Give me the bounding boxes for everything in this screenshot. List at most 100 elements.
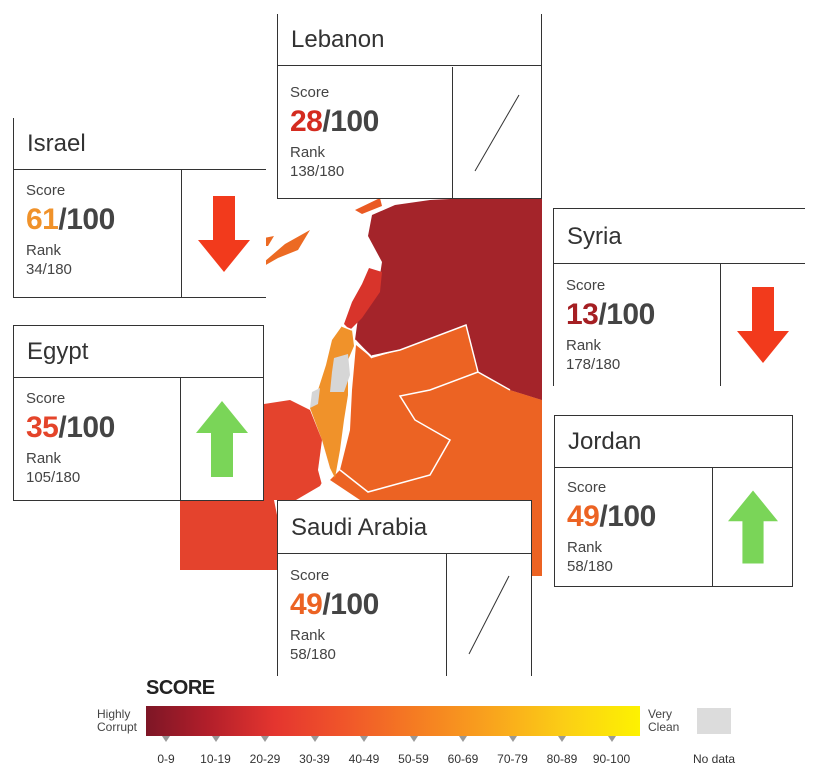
score-value: 49/100 (567, 499, 656, 535)
score-number: 49 (567, 500, 600, 533)
country-card-jordan[interactable]: Jordan Score 49/100 Rank 58/180 (554, 415, 793, 587)
region-cyprus (264, 230, 310, 266)
map-borders (339, 324, 511, 493)
rank-label: Rank (26, 242, 62, 259)
legend-high-line2: Clean (648, 720, 680, 734)
country-card-egypt[interactable]: Egypt Score 35/100 Rank 105/180 (13, 325, 264, 501)
rank-value: 105/180 (26, 469, 81, 486)
score-number: 35 (26, 411, 59, 444)
legend-range-label: 90-100 (592, 752, 631, 766)
country-card-saudi-arabia[interactable]: Saudi Arabia Score 49/100 Rank 58/180 (277, 500, 532, 676)
legend-high-line1: Very (648, 707, 673, 721)
legend-high-label: Very Clean (648, 708, 679, 734)
legend-tick (211, 736, 220, 742)
rank-label: Rank (567, 539, 603, 556)
legend-range-label: 80-89 (546, 752, 578, 766)
rank-label: Rank (566, 337, 602, 354)
legend-range-label: 60-69 (447, 752, 479, 766)
score-label: Score (566, 277, 606, 294)
score-value: 13/100 (566, 297, 655, 333)
region-cyprus-small (264, 236, 274, 246)
legend-title: SCORE (146, 677, 215, 699)
score-value: 28/100 (290, 104, 379, 140)
country-name: Lebanon (278, 14, 541, 66)
score-label: Score (26, 182, 66, 199)
no-change-slash-icon (468, 575, 510, 655)
region-turkey-edge (355, 198, 382, 214)
legend-tick (409, 736, 418, 742)
region-egypt (264, 400, 330, 500)
legend-range-label: 30-39 (299, 752, 330, 766)
country-card-israel[interactable]: Israel Score 61/100 Rank 34/180 (13, 118, 266, 298)
region-gaza (310, 388, 320, 408)
country-stats: Score 13/100 Rank 178/180 (566, 277, 655, 375)
trend-down-arrow-icon (198, 195, 250, 272)
legend-range-label: 50-59 (398, 752, 429, 766)
region-egypt-south (180, 500, 280, 570)
legend-range-label: 40-49 (348, 752, 380, 766)
score-value: 35/100 (26, 410, 115, 446)
region-west-bank (330, 354, 350, 392)
rank-value: 34/180 (26, 261, 72, 278)
legend-low-label: Highly Corrupt (97, 708, 137, 734)
trend-panel (452, 67, 541, 198)
score-number: 13 (566, 298, 599, 331)
legend-tick (459, 736, 467, 742)
country-name: Egypt (14, 326, 263, 378)
region-saudi-arabia (330, 372, 542, 576)
trend-panel (181, 170, 266, 297)
country-stats: Score 49/100 Rank 58/180 (567, 479, 656, 577)
legend-color-scale (146, 706, 640, 736)
legend-range-label: 70-79 (497, 752, 528, 766)
trend-up-arrow-icon (196, 401, 248, 477)
country-stats: Score 61/100 Rank 34/180 (26, 182, 115, 280)
score-label: Score (290, 84, 330, 101)
country-card-syria[interactable]: Syria Score 13/100 Rank 178/180 (553, 208, 805, 386)
rank-value: 58/180 (567, 558, 613, 575)
score-total: /100 (599, 500, 656, 533)
score-number: 49 (290, 588, 323, 621)
rank-value: 138/180 (290, 163, 345, 180)
legend-tick (508, 736, 517, 742)
region-iraq-edge (510, 380, 542, 400)
country-stats: Score 35/100 Rank 105/180 (26, 390, 115, 488)
score-total: /100 (322, 105, 379, 138)
legend-tick (162, 736, 170, 742)
score-total: /100 (598, 298, 655, 331)
country-name: Jordan (555, 416, 792, 468)
trend-down-arrow-icon (737, 287, 789, 363)
region-lebanon (344, 268, 382, 330)
region-gulf-of-aqaba (318, 440, 330, 500)
country-card-lebanon[interactable]: Lebanon Score 28/100 Rank 138/180 (277, 14, 542, 199)
legend-tick (360, 736, 368, 742)
legend-tick (310, 736, 319, 742)
score-label: Score (567, 479, 607, 496)
legend-tick (607, 736, 616, 742)
trend-panel (712, 468, 792, 586)
score-number: 61 (26, 203, 59, 236)
score-number: 28 (290, 105, 323, 138)
legend-range-label: 20-29 (249, 752, 281, 766)
country-stats: Score 49/100 Rank 58/180 (290, 567, 379, 665)
legend-range-label: 0-9 (157, 752, 175, 766)
legend-nodata-label: No data (692, 752, 736, 766)
country-stats: Score 28/100 Rank 138/180 (290, 84, 379, 182)
rank-label: Rank (26, 450, 62, 467)
rank-value: 178/180 (566, 356, 621, 373)
rank-label: Rank (290, 144, 326, 161)
country-name: Israel (14, 118, 266, 170)
score-total: /100 (322, 588, 379, 621)
trend-panel (720, 264, 805, 386)
trend-panel (180, 378, 263, 500)
country-name: Syria (554, 209, 805, 264)
no-change-slash-icon (474, 94, 520, 171)
score-total: /100 (58, 203, 115, 236)
trend-panel (446, 554, 531, 676)
legend-low-line1: Highly (97, 707, 131, 721)
score-label: Score (290, 567, 330, 584)
score-value: 49/100 (290, 587, 379, 623)
legend-tick (261, 736, 269, 742)
score-label: Score (26, 390, 66, 407)
score-total: /100 (58, 411, 115, 444)
trend-up-arrow-icon (727, 490, 778, 564)
